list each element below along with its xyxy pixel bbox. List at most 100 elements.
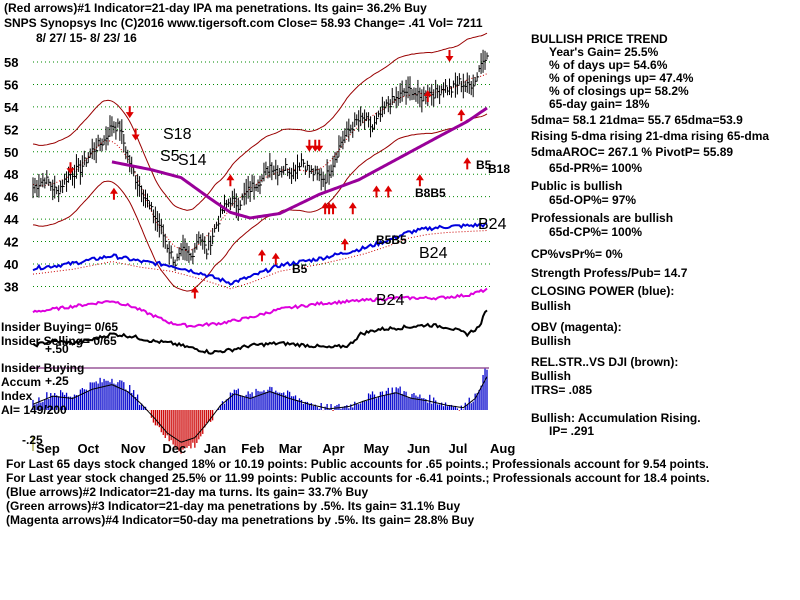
accumulation-status: Bullish: Accumulation Rising. <box>531 411 701 425</box>
y-tick-52: 52 <box>4 122 18 137</box>
date-range: 8/ 27/ 15- 8/ 23/ 16 <box>36 31 137 45</box>
ma65-line-group <box>111 106 488 220</box>
month-label-dec: Dec <box>162 441 186 456</box>
signal-b24-a: B24 <box>478 216 507 233</box>
strength-ratio: Strength Profess/Pub= 14.7 <box>531 266 688 280</box>
header-line-1: (Red arrows)#1 Indicator=21-day IPA ma p… <box>4 1 427 15</box>
professionals-bullish: Professionals are bullish <box>531 211 674 225</box>
signal-b18: B18 <box>488 162 511 176</box>
y-tick-48: 48 <box>4 167 18 182</box>
y-tick-42: 42 <box>4 235 18 250</box>
price-bands <box>32 32 488 292</box>
accum-plus-25: +.25 <box>45 374 69 388</box>
dma-values: 5dma= 58.1 21dma= 55.7 65dma=53.9 <box>531 113 743 127</box>
cp-vs-pr: CP%vsPr%= 0% <box>531 247 623 261</box>
rel-strength-line <box>32 309 488 355</box>
closing-power-line <box>32 222 488 286</box>
signal-arrows <box>66 50 472 299</box>
days-up: % of days up= 54.6% <box>549 58 668 72</box>
price-axis-labels: 38 40 42 44 46 48 50 52 54 56 58 <box>4 55 19 294</box>
y-tick-40: 40 <box>4 257 18 272</box>
closing-power-ma <box>32 230 488 290</box>
insider-buying-label: Insider Buying <box>1 361 85 375</box>
ai-value: AI= 149/200 <box>1 403 67 417</box>
sell-arrow-icon <box>66 162 75 175</box>
buy-arrow-icon <box>415 174 424 187</box>
footer-blue-arrows: (Blue arrows)#2 Indicator=21-day ma turn… <box>6 485 369 499</box>
insider-selling-count: Insider Selling= 0/65 <box>1 334 117 348</box>
buy-arrow-icon <box>423 90 432 103</box>
month-label-may: May <box>364 441 390 456</box>
buy-arrow-icon <box>372 185 381 198</box>
insider-buying-count: Insider Buying= 0/65 <box>1 320 119 334</box>
closing-power-group <box>32 222 488 290</box>
relstr-value: Bullish <box>531 369 572 383</box>
month-label-jan: Jan <box>204 441 226 456</box>
month-label-feb: Feb <box>241 441 264 456</box>
openings-up: % of openings up= 47.4% <box>549 71 694 85</box>
signal-b24-b: B24 <box>419 245 448 262</box>
footer-year: For Last year stock changed 25.5% or 11.… <box>6 471 710 485</box>
rising-mas: Rising 5-dma rising 21-dma rising 65-dma <box>531 129 770 143</box>
closings-up: % of closings up= 58.2% <box>549 84 689 98</box>
y-tick-54: 54 <box>4 100 19 115</box>
obv-line <box>32 287 488 329</box>
upper-band <box>32 32 488 211</box>
obv-value: Bullish <box>531 334 572 348</box>
price-bars <box>32 49 489 271</box>
sell-arrow-icon <box>305 139 314 152</box>
buy-arrow-icon <box>463 157 472 170</box>
month-label-sep: Sep <box>36 441 60 456</box>
signal-b5-a: B5 <box>476 158 492 172</box>
footer-65day: For Last 65 days stock changed 18% or 10… <box>6 457 709 471</box>
buy-arrow-icon <box>457 109 466 122</box>
buy-arrow-icon <box>271 252 280 265</box>
y-tick-46: 46 <box>4 190 18 205</box>
relative-strength-group <box>32 309 488 355</box>
obv-group <box>32 287 488 329</box>
sell-arrow-icon <box>131 128 140 141</box>
accum-minus-25: -.25 <box>22 433 43 447</box>
buy-arrow-icon <box>190 286 199 299</box>
accum-label: Accum <box>1 375 42 389</box>
month-label-aug: Aug <box>490 441 515 456</box>
lower-band <box>32 113 488 292</box>
month-label-mar: Mar <box>279 441 302 456</box>
pr-percent: 65d-PR%= 100% <box>549 161 643 175</box>
y-tick-44: 44 <box>4 212 19 227</box>
y-tick-56: 56 <box>4 77 18 92</box>
month-label-oct: Oct <box>77 441 99 456</box>
itrs-value: ITRS= .085 <box>531 383 593 397</box>
header-line-2: SNPS Synopsys Inc (C)2016 www.tigersoft.… <box>4 16 483 30</box>
ma65-line <box>111 106 488 220</box>
accumulation-index-group <box>29 367 489 454</box>
ip-value: IP= .291 <box>549 424 595 438</box>
signal-s14: S14 <box>178 152 207 169</box>
buy-arrow-icon <box>340 238 349 251</box>
public-bullish: Public is bullish <box>531 179 623 193</box>
month-label-apr: Apr <box>322 441 344 456</box>
signal-b5-b: B5 <box>292 262 308 276</box>
month-label-jul: Jul <box>449 441 468 456</box>
y-tick-50: 50 <box>4 145 18 160</box>
footer-green-arrows: (Green arrows)#3 Indicator=21-day ma pen… <box>6 499 461 513</box>
buy-arrow-icon <box>257 249 266 262</box>
buy-arrow-icon <box>226 174 235 187</box>
sell-arrow-icon <box>125 106 134 119</box>
buy-arrow-icon <box>384 185 393 198</box>
month-label-nov: Nov <box>121 441 146 456</box>
sell-arrow-icon <box>315 139 324 152</box>
buy-arrow-icon <box>348 202 357 215</box>
closing-power-label: CLOSING POWER (blue): <box>531 284 675 298</box>
signal-b5b5: B5B5 <box>376 233 407 247</box>
closing-power-value: Bullish <box>531 299 572 313</box>
gain-65: 65-day gain= 18% <box>549 97 650 111</box>
footer-magenta-arrows: (Magenta arrows)#4 Indicator=50-day ma p… <box>6 513 475 527</box>
trend-title: BULLISH PRICE TREND <box>531 32 668 46</box>
index-label: Index <box>1 389 33 403</box>
month-label-jun: Jun <box>407 441 430 456</box>
ma21-line <box>32 73 488 252</box>
sell-arrow-icon <box>445 50 454 62</box>
buy-arrow-icon <box>109 187 118 200</box>
signal-b24-c: B24 <box>376 292 405 309</box>
